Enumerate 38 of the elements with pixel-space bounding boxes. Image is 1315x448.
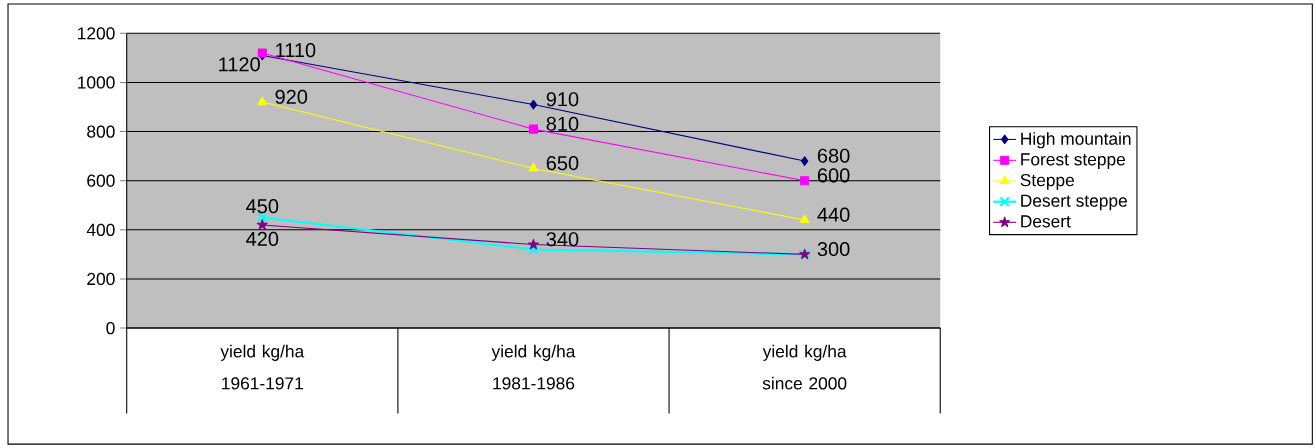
data-label: 440	[817, 207, 850, 222]
point	[800, 156, 809, 166]
x-tick-label: yield kg/ha 1981-1986	[491, 344, 576, 390]
point	[799, 214, 810, 224]
point	[528, 244, 539, 255]
data-label: 810	[546, 116, 579, 131]
data-label: 910	[546, 92, 579, 107]
legend-label: High mountain	[1021, 132, 1131, 149]
legend-label: Steppe	[1020, 173, 1074, 190]
x-tick-label: yield kg/ha 1961-1971	[220, 344, 305, 390]
y-tick-label: 200	[87, 272, 115, 286]
y-tick-label: 600	[87, 174, 115, 187]
data-label: 300	[817, 241, 850, 257]
point	[256, 219, 268, 230]
data-label: 600	[817, 168, 850, 183]
data-label: 680	[817, 148, 850, 163]
data-label: 1120	[219, 57, 260, 72]
point	[257, 96, 268, 106]
legend-label: Forest steppe	[1021, 153, 1126, 169]
x-tick-label: yield kg/ha since 2000	[762, 344, 847, 390]
point	[800, 176, 810, 186]
data-label: 340	[546, 232, 579, 247]
y-tick-label: 0	[106, 321, 115, 335]
point	[528, 124, 539, 134]
data-label: 450	[246, 199, 279, 214]
data-label: 650	[546, 155, 579, 171]
point	[529, 99, 538, 110]
y-tick-label: 1000	[78, 76, 115, 89]
point	[528, 162, 539, 172]
point	[527, 238, 539, 250]
data-label: 1110	[276, 42, 316, 58]
legend-label: Desert	[1021, 215, 1071, 228]
data-label: 420	[246, 231, 279, 246]
data-label: 920	[275, 89, 308, 104]
legend-label: Desert steppe	[1021, 194, 1127, 211]
y-tick-label: 400	[86, 223, 115, 236]
y-tick-label: 1200	[78, 27, 115, 40]
y-tick-label: 800	[87, 125, 115, 138]
